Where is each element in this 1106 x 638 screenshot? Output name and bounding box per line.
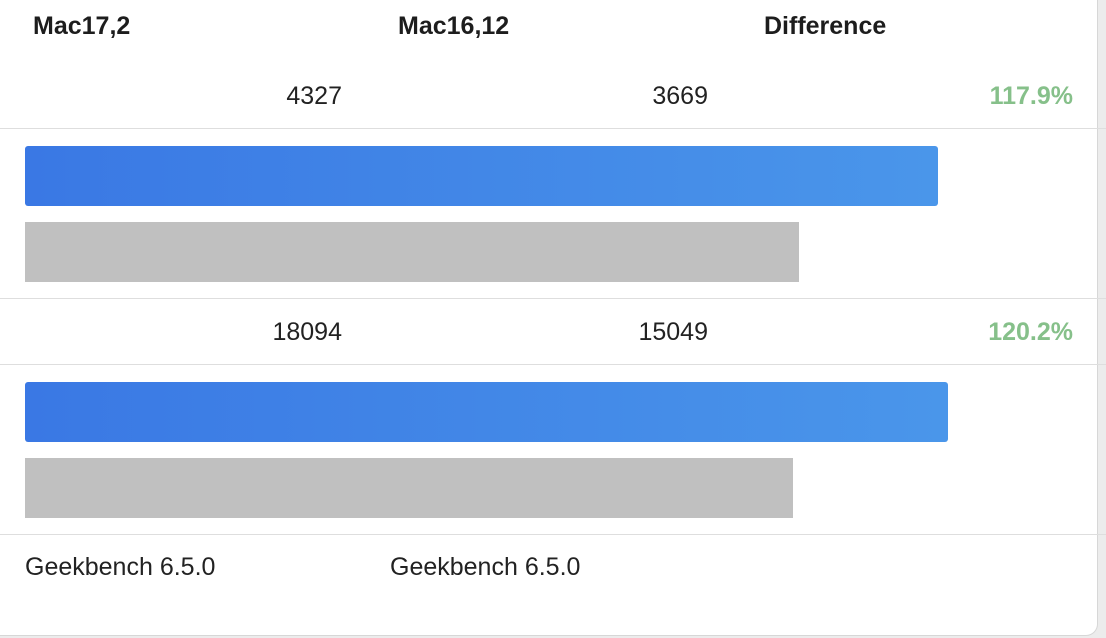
score-device-a-row-1: 4327 bbox=[286, 82, 342, 110]
difference-row-1: 117.9% bbox=[989, 82, 1073, 110]
bar-device-b-row-1 bbox=[25, 222, 799, 282]
score-device-b-row-1: 3669 bbox=[652, 82, 708, 110]
score-device-a-row-2: 18094 bbox=[272, 318, 342, 346]
benchmark-version-device-b: Geekbench 6.5.0 bbox=[390, 553, 581, 581]
bar-device-b-row-2 bbox=[25, 458, 793, 518]
benchmark-version-device-a: Geekbench 6.5.0 bbox=[25, 553, 216, 581]
column-header-device-a: Mac17,2 bbox=[33, 12, 131, 40]
column-header-difference: Difference bbox=[764, 12, 887, 40]
divider bbox=[0, 364, 1106, 365]
bar-device-a-row-2 bbox=[25, 382, 948, 442]
difference-row-2: 120.2% bbox=[988, 318, 1073, 346]
divider bbox=[0, 298, 1106, 299]
column-header-device-b: Mac16,12 bbox=[398, 12, 510, 40]
score-device-b-row-2: 15049 bbox=[638, 318, 708, 346]
divider bbox=[0, 534, 1106, 535]
divider bbox=[0, 128, 1106, 129]
bar-device-a-row-1 bbox=[25, 146, 938, 206]
